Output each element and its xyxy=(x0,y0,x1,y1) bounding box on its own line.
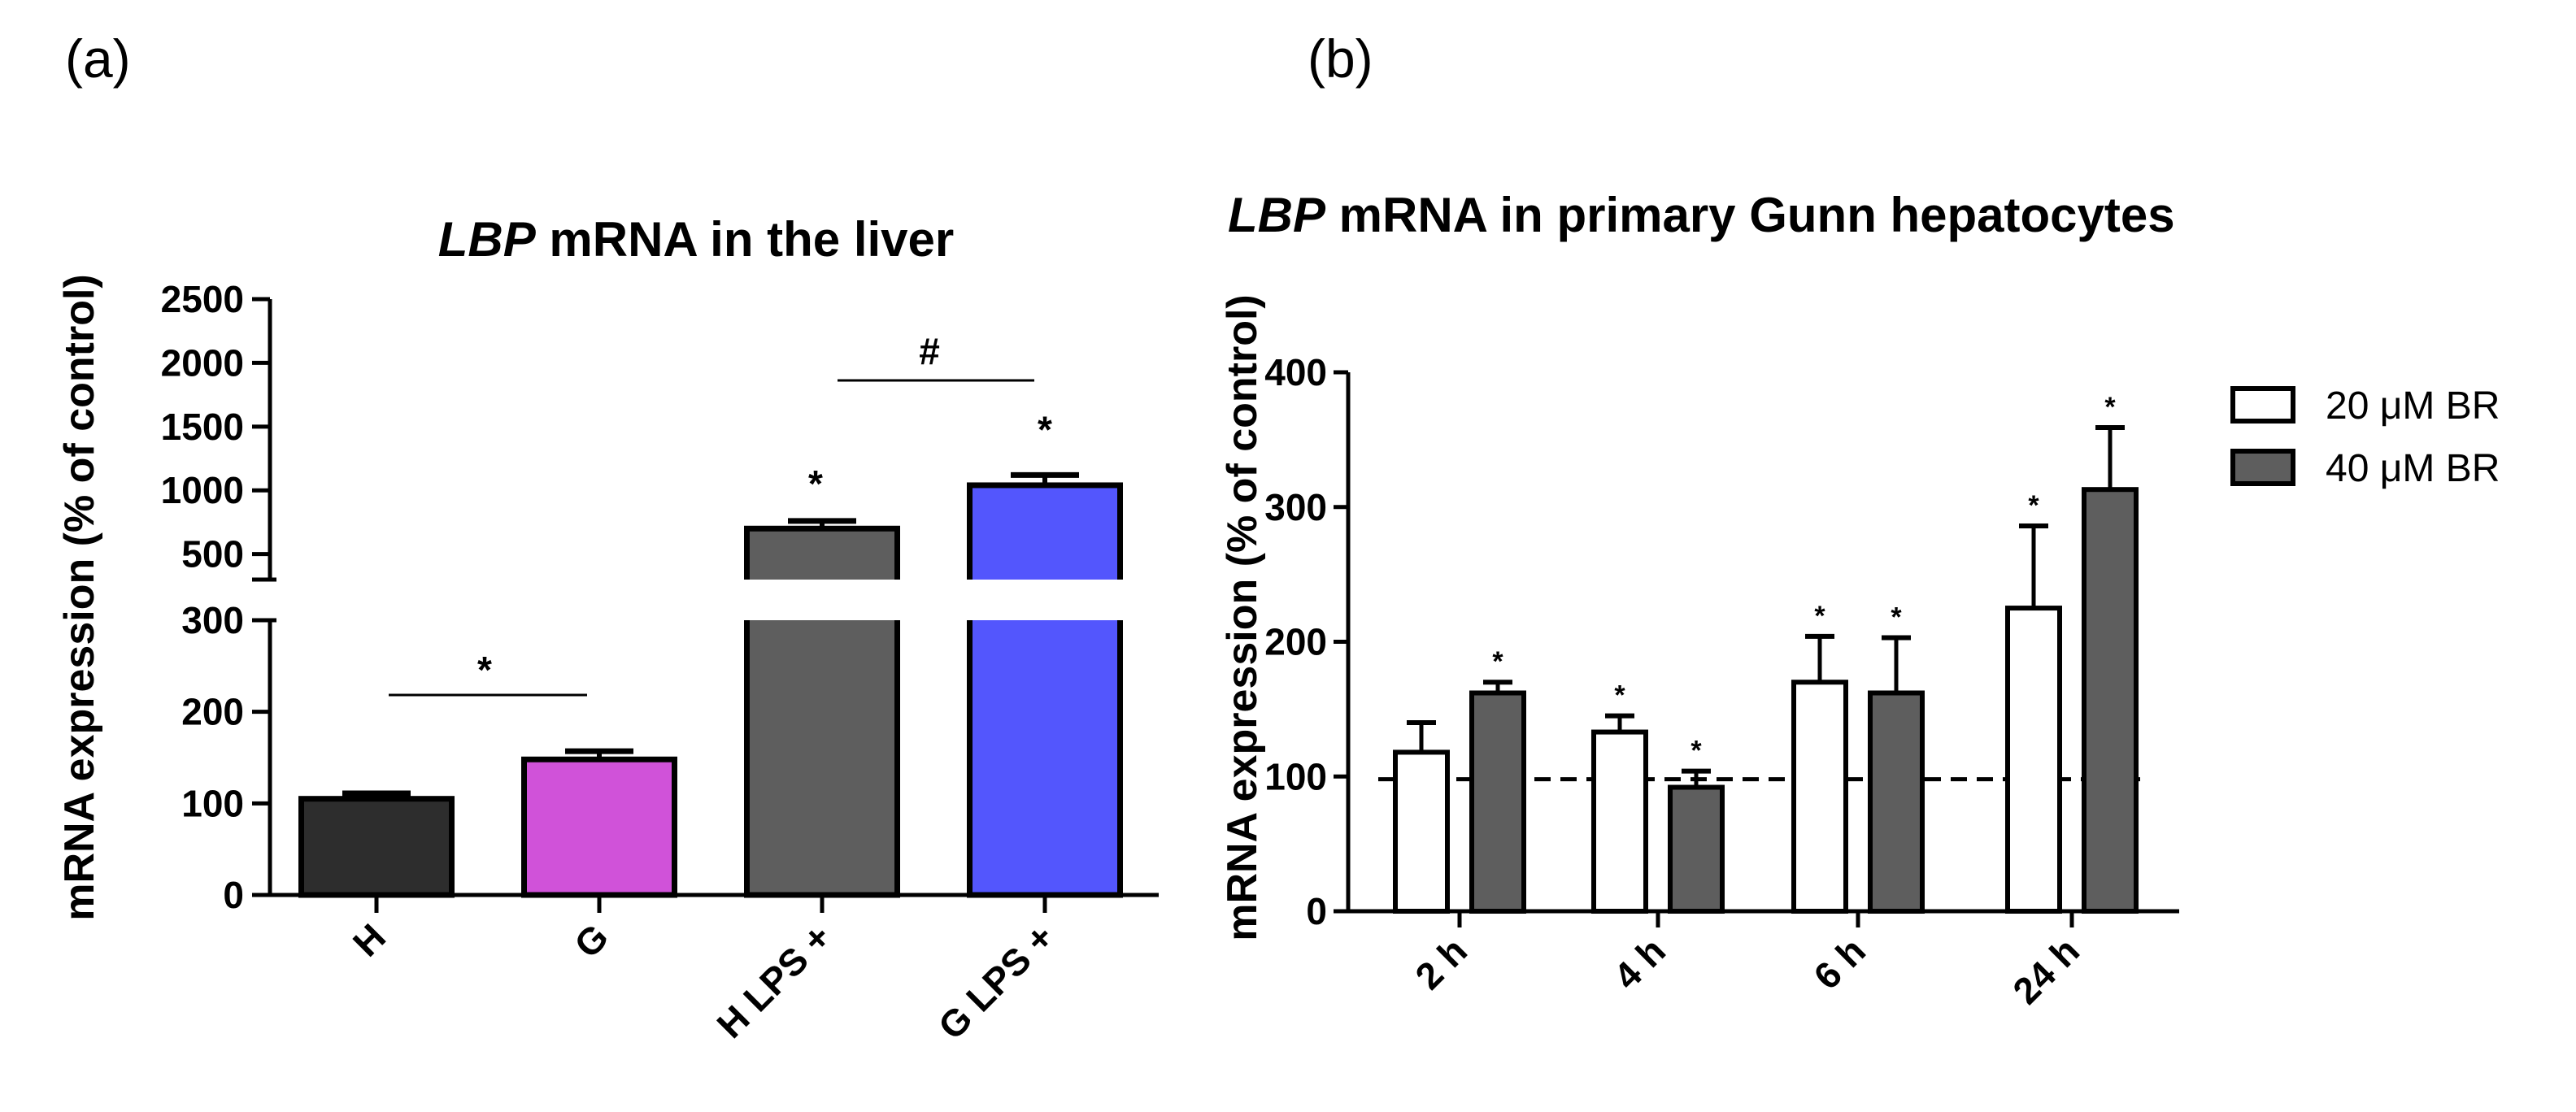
chart-a-bar xyxy=(521,756,677,898)
chart-a-y-axis-label: mRNA expression (% of control) xyxy=(56,274,103,921)
chart-b-significance-marker: * xyxy=(1614,680,1625,711)
chart-a-title-italic: LBP xyxy=(438,212,537,267)
chart-a-tick-label: 0 xyxy=(223,874,244,916)
panel-b-label: (b) xyxy=(1308,28,1373,89)
chart-b-legend: 20 μM BR 40 μM BR xyxy=(2230,384,2500,490)
chart-b-bar xyxy=(1469,690,1526,914)
chart-a-category-label: H xyxy=(345,915,394,964)
chart-a-categories: H G H LPS + G LPS + xyxy=(345,895,1062,1048)
chart-b-legend-label: 20 μM BR xyxy=(2326,384,2500,428)
chart-b-significance-marker: * xyxy=(2104,392,2116,423)
chart-a-bar-break-gap xyxy=(964,580,1125,620)
chart-a-tick-label: 1000 xyxy=(161,469,244,511)
chart-b-significance-marker: * xyxy=(1891,602,1902,633)
chart-b-bar xyxy=(2082,487,2139,914)
chart-a-tick-label: 200 xyxy=(181,691,244,733)
chart-b-tick-label: 0 xyxy=(1306,890,1327,932)
chart-b-significance-marker: * xyxy=(1492,646,1503,677)
chart-a-bars xyxy=(298,471,1123,898)
chart-b-significance-marker: * xyxy=(1690,736,1702,767)
chart-a-bracket-h-g-label: * xyxy=(477,649,492,691)
chart-b-ticks: 0 100 200 300 400 xyxy=(1264,351,1348,932)
chart-a-bar xyxy=(298,796,455,898)
chart-a-title: LBP mRNA in the liver xyxy=(438,212,955,267)
chart-b-y-axis-label: mRNA expression (% of control) xyxy=(1219,294,1266,941)
chart-a-category-label: H LPS + xyxy=(708,915,839,1046)
chart-b-category-label: 24 h xyxy=(2004,929,2087,1012)
chart-a-significance-marker: * xyxy=(808,463,823,505)
chart-b-legend-swatch xyxy=(2230,449,2295,486)
chart-b-categories: 2 h 4 h 6 h 24 h xyxy=(1407,911,2087,1012)
panel-a-label: (a) xyxy=(65,28,131,89)
chart-b-title-italic: LBP xyxy=(1228,188,1326,242)
chart-b-bar xyxy=(1791,680,1848,914)
chart-b-tick-label: 200 xyxy=(1264,621,1327,663)
chart-b-bar xyxy=(1591,729,1648,914)
chart-a-tick-label: 2000 xyxy=(161,341,244,384)
chart-a-significance-marker: * xyxy=(1038,408,1052,450)
chart-b-significance-marker: * xyxy=(1814,601,1825,632)
chart-b-bar xyxy=(2005,606,2062,914)
chart-a-significance: * * * # xyxy=(389,330,1052,697)
chart-a-tick-label: 100 xyxy=(181,782,244,824)
chart-b-tick-label: 100 xyxy=(1264,755,1327,797)
chart-b-bars: * * * * * * * xyxy=(1393,392,2139,914)
chart-a-tick-label: 2500 xyxy=(161,278,244,320)
chart-b-bar xyxy=(1668,784,1725,914)
chart-b-category-label: 6 h xyxy=(1805,929,1873,997)
chart-b-legend-label: 40 μM BR xyxy=(2326,447,2500,490)
chart-b-category-label: 4 h xyxy=(1605,929,1673,997)
chart-a-category-label: G LPS + xyxy=(930,915,1062,1047)
chart-b-tick-label: 300 xyxy=(1264,486,1327,528)
chart-b-tick-label: 400 xyxy=(1264,351,1327,393)
chart-b-significance-marker: * xyxy=(2028,490,2039,521)
chart-a-liver: LBP mRNA in the liver mRNA expression (%… xyxy=(56,212,1159,1048)
chart-a-tick-label: 1500 xyxy=(161,406,244,448)
chart-a-axis-breaks xyxy=(252,577,1125,623)
chart-b-hepatocytes: LBP mRNA in primary Gunn hepatocytes mRN… xyxy=(1219,188,2500,1012)
chart-a-category-label: G xyxy=(566,915,616,966)
chart-b-title: LBP mRNA in primary Gunn hepatocytes xyxy=(1228,188,2175,242)
chart-a-tick-label: 300 xyxy=(181,599,244,641)
chart-a-title-rest: mRNA in the liver xyxy=(536,212,955,267)
chart-b-bar xyxy=(1868,690,1925,914)
chart-a-bar xyxy=(967,482,1123,898)
chart-b-category-label: 2 h xyxy=(1407,929,1475,997)
chart-a-bar-break-gap xyxy=(742,580,903,620)
chart-a-ticks: 0 100 200 300 500 1000 1500 2000 2500 xyxy=(161,278,270,916)
chart-a-bracket-lps-label: # xyxy=(919,330,940,372)
chart-b-title-rest: mRNA in primary Gunn hepatocytes xyxy=(1325,188,2175,242)
chart-b-legend-swatch xyxy=(2230,386,2295,424)
chart-b-bar xyxy=(1393,749,1450,914)
chart-a-tick-label: 500 xyxy=(181,533,244,576)
